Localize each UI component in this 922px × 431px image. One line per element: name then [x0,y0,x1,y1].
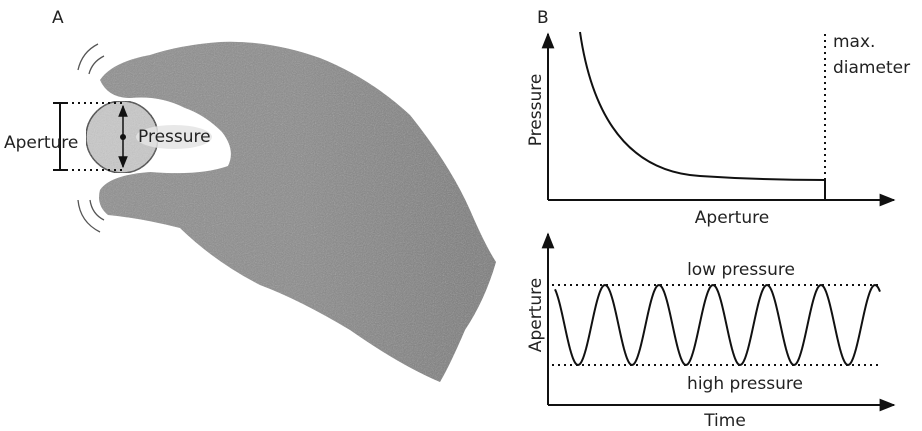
hand [99,41,496,383]
aperture-bracket [53,102,67,171]
x-axis-label: Time [703,411,746,431]
panel-label: A [52,8,64,28]
pressure-curve [579,31,826,200]
label-backdrop [136,125,212,149]
annotation: diameter [833,58,910,78]
motion-arcs [77,43,105,233]
line-label: high pressure [687,374,803,394]
aperture-label: Aperture [4,133,78,153]
annotation: max. [833,32,875,52]
line-label: low pressure [687,260,795,280]
panel-label: B [537,8,549,28]
x-axis-label: Aperture [695,208,769,228]
y-axis-label: Aperture [526,278,546,352]
center-dot [120,134,126,140]
aperture-wave [554,283,881,367]
y-axis-label: Pressure [526,74,546,147]
pressure-label: Pressure [138,127,211,147]
